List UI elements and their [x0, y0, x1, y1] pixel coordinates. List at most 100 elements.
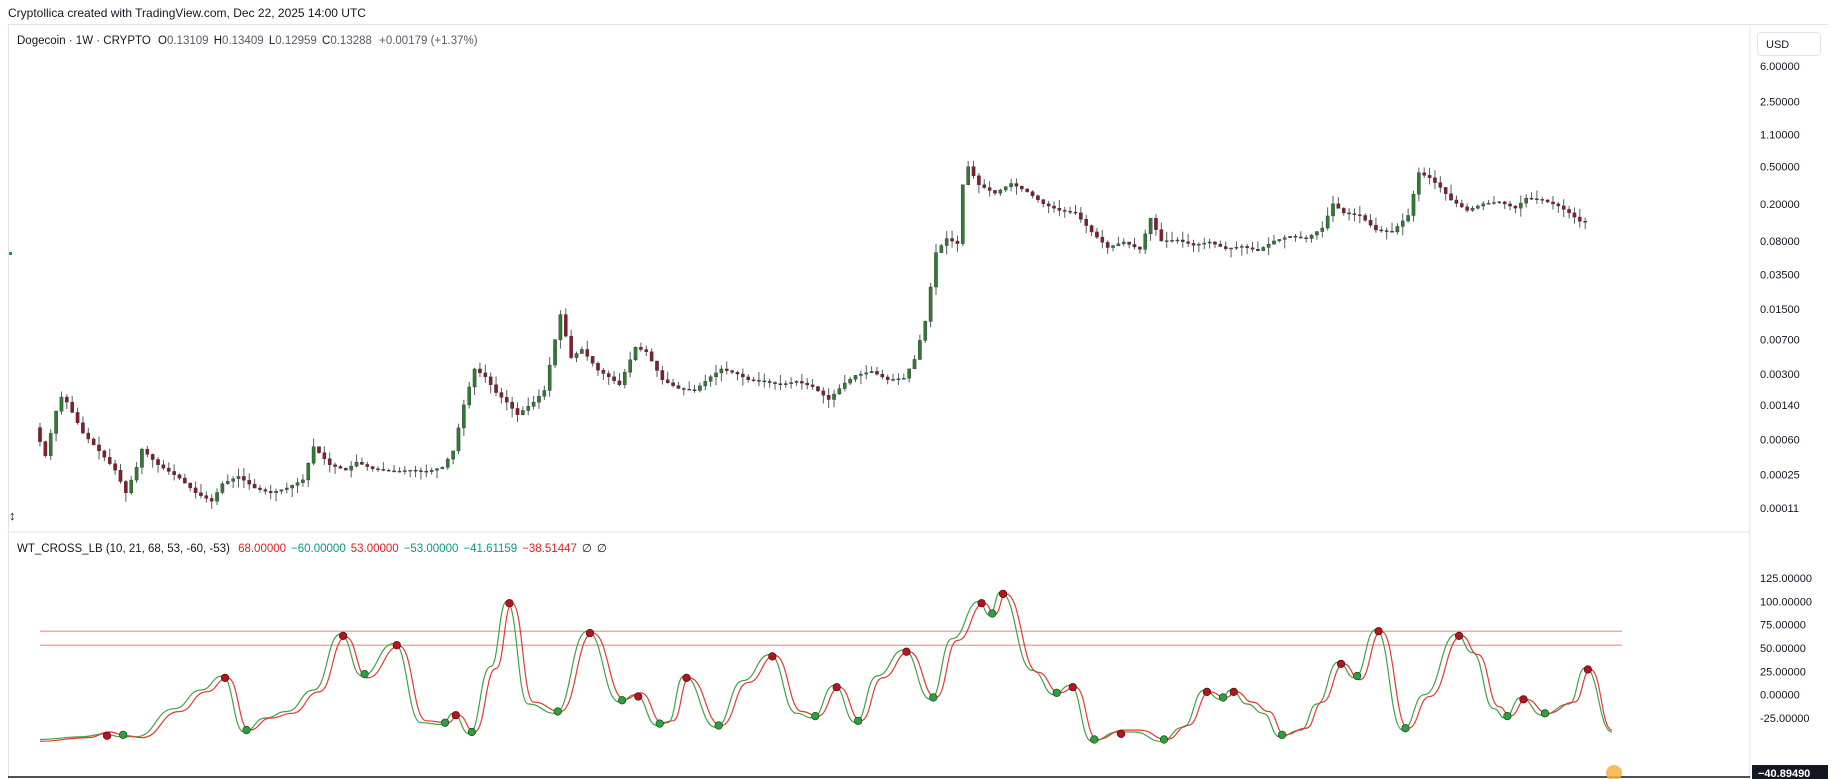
candle-body: [563, 314, 568, 337]
candle-body: [950, 238, 954, 242]
candle-body: [1325, 215, 1330, 229]
candle-body: [1433, 177, 1437, 183]
candle-body: [1180, 239, 1185, 242]
candle-body: [1234, 246, 1239, 249]
high-value: 0.13409: [222, 35, 264, 47]
candle-body: [1476, 205, 1480, 209]
indicator-value-0: 68.00000: [238, 543, 287, 555]
cross-up-marker: [714, 721, 723, 730]
candle-body: [1454, 199, 1459, 204]
candle-body: [869, 371, 874, 373]
cross-down-marker: [832, 683, 841, 692]
candle-body: [1358, 214, 1362, 216]
candle-body: [1486, 202, 1491, 205]
cross-down-marker: [1374, 627, 1383, 636]
candle-body: [982, 184, 987, 188]
candle-body: [242, 476, 246, 481]
candle-body: [1148, 218, 1153, 235]
candle-body: [263, 489, 268, 492]
symbol-title[interactable]: Dogecoin · 1W · CRYPTO: [17, 35, 151, 47]
candle-body: [317, 446, 321, 453]
candle-body: [993, 190, 997, 194]
left-edge-marker: [9, 252, 12, 255]
candle-body: [1481, 203, 1486, 207]
candle-body: [676, 385, 681, 389]
candle-body: [1256, 249, 1260, 251]
candle-body: [1540, 199, 1545, 201]
candle-body: [1121, 241, 1126, 245]
cross-down-marker: [1583, 665, 1592, 674]
candle-body: [295, 482, 300, 486]
close-value: 0.13288: [330, 35, 372, 47]
candle-body: [1535, 198, 1539, 200]
candle-body: [1261, 247, 1266, 251]
candle-body: [209, 498, 214, 502]
candle-body: [735, 372, 740, 375]
osc-tick-label: 25.00000: [1760, 666, 1806, 678]
candle-body: [939, 245, 944, 253]
candle-body: [526, 406, 531, 411]
indicator-name[interactable]: WT_CROSS_LB (10, 21, 68, 53, -60, -53): [17, 543, 230, 555]
candle-body: [1304, 237, 1308, 239]
candle-body: [65, 396, 69, 403]
cross-up-marker: [242, 726, 251, 735]
candle-body: [38, 427, 42, 442]
candle-body: [1095, 231, 1099, 238]
candle-body: [875, 371, 879, 375]
cross-up-marker: [440, 718, 450, 727]
candle-body: [1320, 227, 1325, 232]
candle-body: [290, 485, 294, 489]
candle-body: [928, 286, 933, 322]
candle-body: [1578, 216, 1582, 222]
candle-body: [311, 446, 316, 464]
candle-body: [1218, 244, 1223, 247]
candle-body: [558, 314, 563, 340]
candle-body: [998, 189, 1003, 194]
candle-body: [746, 376, 751, 381]
cross-down-marker: [505, 599, 514, 608]
candle-body: [274, 491, 278, 494]
cross-up-marker: [1401, 724, 1410, 733]
candle-body: [1207, 241, 1212, 244]
candle-body: [639, 347, 643, 350]
candle-body: [1411, 193, 1416, 216]
candle-body: [864, 372, 869, 375]
price-tick-label: 0.00025: [1760, 470, 1800, 482]
candle-body: [821, 390, 826, 396]
candle-body: [333, 464, 337, 467]
candle-body: [424, 470, 429, 473]
candle-body: [907, 368, 911, 379]
candle-body: [1293, 235, 1298, 238]
candle-body: [1427, 175, 1432, 179]
candle-body: [1132, 244, 1137, 248]
candle-body: [1127, 241, 1131, 245]
candle-body: [1272, 240, 1276, 245]
candle-body: [1020, 186, 1024, 190]
candle-body: [934, 252, 938, 288]
price-tick-label: 0.00140: [1760, 400, 1800, 412]
candle-body: [1567, 209, 1571, 214]
cross-down-marker: [392, 641, 401, 650]
candle-body: [1443, 187, 1448, 194]
candle-body: [1105, 242, 1110, 248]
candle-body: [553, 339, 557, 366]
candle-body: [966, 166, 970, 185]
candle-body: [655, 360, 659, 371]
candle-body: [703, 381, 708, 387]
scroll-handle-icon[interactable]: ↕: [9, 508, 16, 523]
currency-selector[interactable]: USD: [1757, 32, 1821, 56]
candle-body: [91, 438, 96, 446]
candle-body: [322, 452, 327, 459]
candle-body: [1572, 212, 1577, 218]
candle-body: [1374, 224, 1378, 231]
candle-body: [156, 459, 160, 465]
candle-body: [1164, 240, 1169, 242]
candle-body: [456, 427, 461, 452]
candle-body: [880, 374, 885, 378]
cross-up-marker: [811, 712, 820, 721]
candle-body: [853, 375, 858, 380]
indicator-value-1: −60.00000: [291, 543, 346, 555]
candle-body: [86, 432, 91, 440]
candle-body: [472, 368, 477, 388]
